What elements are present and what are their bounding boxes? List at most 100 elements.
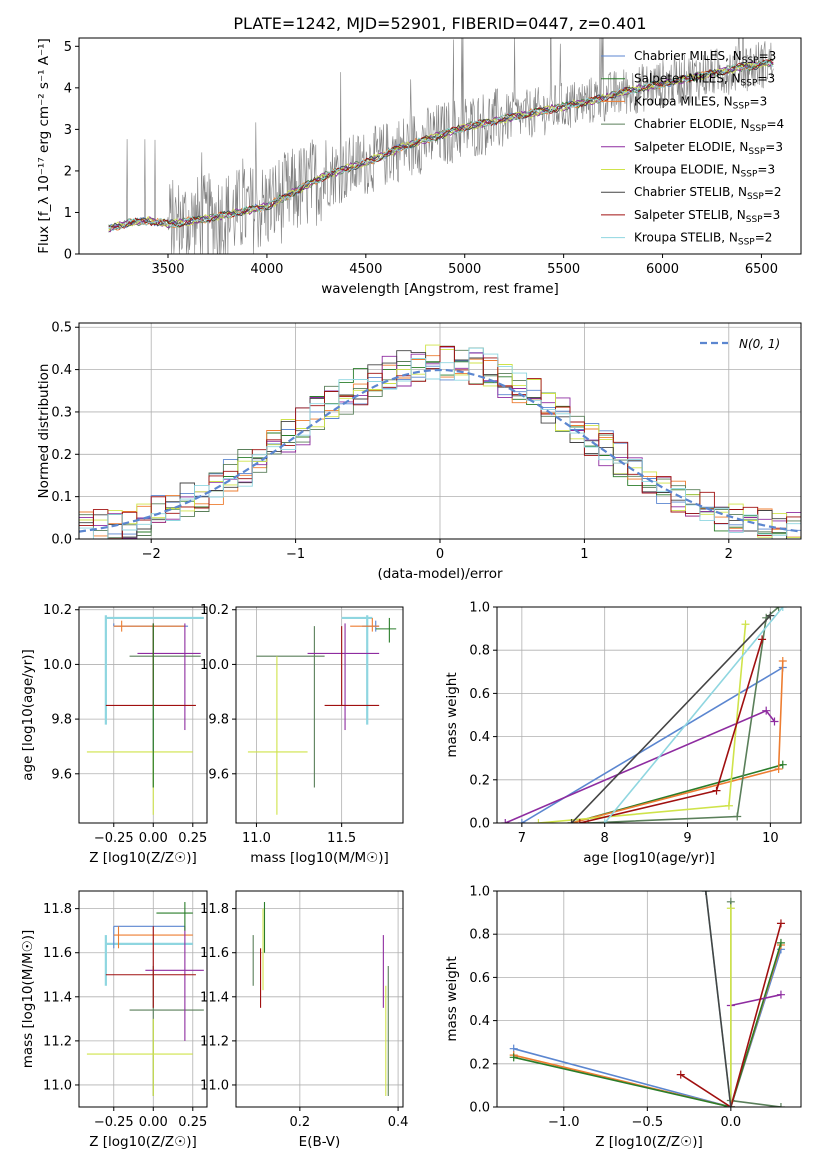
x-tick-label: 2: [725, 547, 733, 562]
plot-area: [509, 891, 785, 1107]
legend-label-suffix: =3: [757, 163, 775, 177]
panel-age_vs_z: −0.25 0.00 0.25 9.6 9.8 10.0 10.2 Z [log10(Z/Z☉…: [20, 603, 208, 866]
plot-area: [86, 902, 204, 1096]
series-marker: [776, 938, 785, 947]
y-tick-label: 0.0: [469, 817, 490, 832]
y-tick-label: 1.0: [469, 601, 490, 616]
legend-label-main: Kroupa ELODIE, N: [634, 163, 741, 177]
x-axis-label: Z [log10(Z/Z☉)]: [89, 850, 197, 866]
series-marker: [778, 760, 787, 769]
legend-label-sub: SSP: [746, 215, 763, 225]
legend-label-main: Kroupa MILES, N: [634, 94, 733, 108]
series-line-kroupa-stelib: [604, 607, 784, 823]
y-axis-label: Normed distribution: [36, 364, 52, 499]
legend-label-suffix: =3: [759, 49, 777, 63]
y-tick-label: 2: [64, 164, 72, 179]
panels: 3500 4000 4500 5000 5500 6000 6500 0 1 2 3 4 5 wavele…: [20, 37, 802, 1150]
y-tick-label: 11.6: [43, 946, 72, 961]
x-tick-label: 9: [683, 831, 691, 846]
legend-label: Kroupa MILES, NSSP=3: [634, 94, 767, 111]
series-marker: [712, 786, 721, 795]
series-marker: [600, 819, 609, 823]
x-axis-label: mass [log10(M/M☉)]: [250, 850, 389, 866]
y-tick-label: 0.2: [469, 773, 490, 788]
y-tick-label: 11.0: [200, 1078, 229, 1093]
series-marker: [726, 1103, 735, 1107]
series-marker: [726, 904, 735, 913]
y-tick-label: 0.6: [469, 687, 490, 702]
y-tick-label: 5: [64, 40, 72, 55]
axes-frame: [235, 606, 404, 824]
panel-age_vs_mass: 11.0 11.5 9.6 9.8 10.0 10.2 mass [log10(M/M☉)]: [200, 603, 404, 866]
y-tick-label: 11.8: [200, 902, 229, 917]
y-tick-label: 0.4: [51, 363, 72, 378]
legend-label: Salpeter MILES, NSSP=3: [634, 72, 775, 89]
legend-label-suffix: =2: [755, 231, 773, 245]
panel-mass_vs_ebv: 0.2 0.4 11.0 11.2 11.4 11.6 11.8 E(B-V): [200, 890, 408, 1150]
y-tick-label: 10.2: [43, 603, 72, 618]
x-axis-label: Z [log10(Z/Z☉)]: [89, 1134, 197, 1150]
axes-frame: [78, 37, 802, 255]
y-tick-label: 11.2: [200, 1034, 229, 1049]
legend-label: Salpeter STELIB, NSSP=3: [634, 208, 780, 225]
plot-area: [108, 38, 774, 254]
x-tick-label: 6000: [646, 262, 679, 277]
plot-area: [86, 615, 204, 815]
legend-label-suffix: =4: [766, 117, 784, 131]
x-axis-label: Z [log10(Z/Z☉)]: [595, 1134, 703, 1150]
x-tick-label: 6500: [745, 262, 778, 277]
x-tick-label: −2: [142, 547, 161, 562]
model-line-chabrier-stelib: [108, 59, 774, 228]
series-marker: [776, 1103, 785, 1107]
series-line-chabrier-miles: [513, 949, 782, 1107]
plot-area: [247, 615, 397, 815]
legend-label-main: Chabrier ELODIE, N: [634, 117, 750, 131]
series-line-kroupa-miles: [571, 660, 784, 823]
series-marker: [774, 607, 783, 611]
model-line-kroupa-stelib: [108, 59, 774, 231]
y-tick-label: 0.1: [51, 490, 72, 505]
y-tick-label: 0.0: [51, 533, 72, 548]
y-tick-label: 11.6: [200, 946, 229, 961]
panel-residuals: −2 −1 0 1 2 0.0 0.1 0.2 0.3 0.4 0.5 (data-model)/er…: [36, 321, 802, 582]
x-tick-label: 4500: [349, 262, 382, 277]
series-marker: [766, 611, 775, 620]
legend-label-sub: SSP: [742, 56, 759, 66]
series-marker: [575, 819, 584, 823]
y-tick-label: 3: [64, 123, 72, 138]
legend-label-main: Kroupa STELIB, N: [634, 231, 738, 245]
y-axis-label: Flux [f_λ 10⁻¹⁷ erg cm⁻² s⁻¹ A⁻¹]: [36, 38, 52, 254]
y-axis-label: mass [log10(M/M☉)]: [20, 930, 36, 1069]
series-marker: [534, 819, 543, 823]
x-axis-label: E(B-V): [299, 1134, 341, 1150]
axes-frame: [78, 322, 802, 540]
y-axis-label: age [log10(age/yr)]: [20, 649, 36, 781]
legend-label-sub: SSP: [750, 124, 767, 134]
series-marker: [770, 717, 779, 726]
series-line-kroupa-elodie: [538, 624, 747, 823]
y-tick-label: 0.0: [469, 1101, 490, 1116]
legend-label-main: Salpeter ELODIE, N: [634, 140, 748, 154]
x-tick-label: 0.00: [139, 1115, 168, 1130]
legend-label-main: Chabrier STELIB, N: [634, 185, 747, 199]
y-tick-label: 10.2: [200, 603, 229, 618]
plot-area: [252, 902, 389, 1096]
normal-legend-label: N(0, 1): [739, 337, 780, 351]
plot-area: [79, 344, 801, 539]
x-tick-label: 0.00: [139, 831, 168, 846]
series-marker: [724, 801, 733, 810]
series-line-salpeter-elodie: [730, 993, 782, 1007]
y-tick-label: 1.0: [469, 885, 490, 900]
legend-label-sub: SSP: [741, 79, 758, 89]
series-marker: [762, 706, 771, 715]
x-tick-label: 11.5: [327, 831, 356, 846]
series-marker: [741, 620, 750, 629]
y-tick-label: 0.4: [469, 1014, 490, 1029]
legend-label-suffix: =3: [765, 140, 783, 154]
series-marker: [774, 765, 783, 773]
y-tick-label: 1: [64, 206, 72, 221]
y-tick-label: 11.4: [200, 990, 229, 1005]
x-tick-label: 0: [436, 547, 444, 562]
axes-frame: [235, 890, 404, 1108]
